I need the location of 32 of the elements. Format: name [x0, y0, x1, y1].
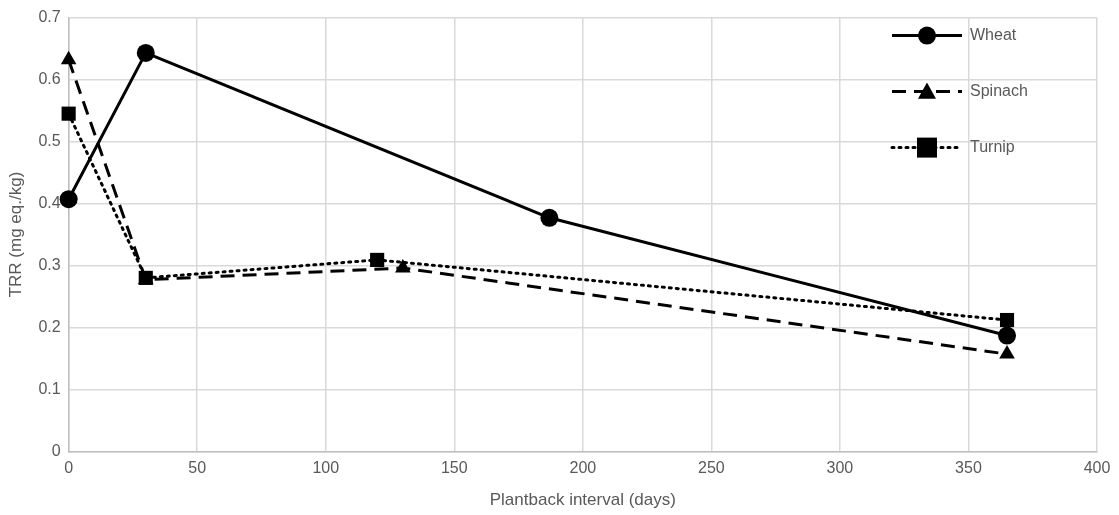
y-tick-label: 0.6 — [38, 69, 61, 87]
x-tick-label: 200 — [569, 459, 597, 477]
y-tick-label: 0 — [51, 441, 61, 459]
point — [999, 345, 1015, 359]
point — [136, 43, 155, 62]
legend-label: Spinach — [970, 82, 1028, 100]
point — [61, 106, 76, 121]
point — [138, 270, 153, 285]
y-tick-label: 0.3 — [38, 255, 61, 273]
x-tick-label: 150 — [440, 459, 468, 477]
point — [60, 50, 77, 65]
x-tick-label: 100 — [312, 459, 340, 477]
x-tick-label: 50 — [188, 459, 207, 477]
point — [370, 252, 385, 267]
x-tick-label: 350 — [955, 459, 982, 477]
y-tick-label: 0.1 — [38, 379, 61, 397]
x-tick-label: 250 — [698, 459, 725, 477]
point — [59, 190, 78, 209]
x-tick-label: 400 — [1083, 459, 1111, 477]
y-tick-label: 0.7 — [38, 8, 61, 26]
x-axis-title: Plantback interval (days) — [489, 490, 676, 510]
y-axis-title: TRR (mg eq./kg) — [5, 171, 25, 298]
point — [540, 208, 559, 227]
point — [999, 312, 1015, 328]
legend-label: Wheat — [970, 26, 1017, 44]
y-tick-label: 0.4 — [38, 193, 61, 211]
legend-label: Turnip — [970, 138, 1015, 156]
x-tick-label: 0 — [64, 459, 74, 477]
point — [998, 326, 1017, 345]
y-tick-label: 0.5 — [38, 131, 61, 149]
x-tick-label: 300 — [826, 459, 854, 477]
y-tick-label: 0.2 — [38, 317, 61, 335]
